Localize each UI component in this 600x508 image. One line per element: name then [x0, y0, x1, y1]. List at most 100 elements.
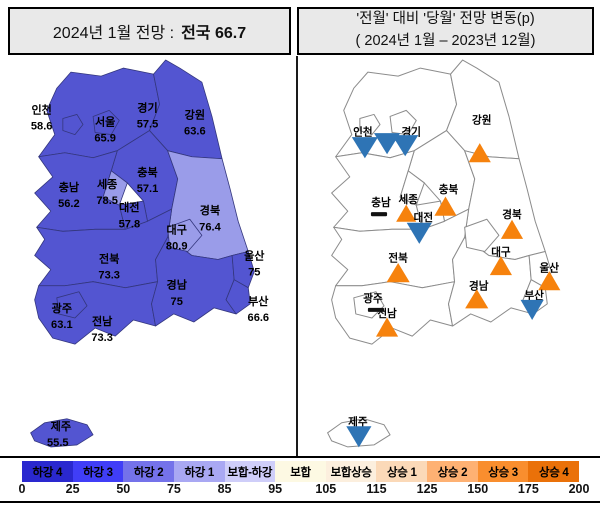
province-jeju	[30, 418, 94, 448]
legend-cell-2: 하강 2	[123, 461, 174, 482]
region-value-gwangju: 63.1	[51, 319, 73, 331]
gangwon-triangle-up-icon	[468, 143, 491, 163]
left-map-title: 2024년 1월 전망 : 전국 66.7	[8, 7, 291, 55]
daegu-triangle-up-icon	[489, 255, 512, 276]
region-name-gwangju: 광주	[52, 302, 72, 315]
legend-tick-11: 200	[568, 482, 590, 496]
legend-cell-6: 보합상승	[325, 461, 377, 482]
gyeonggi-triangle-down-icon	[392, 135, 419, 157]
province-gyeongnam	[151, 236, 237, 327]
legend-cell-3: 하강 1	[173, 461, 225, 482]
region-label-gyeongbuk: 경북	[502, 208, 522, 221]
legend-tick-10: 175	[517, 482, 539, 496]
region-value-chungnam: 56.2	[58, 198, 80, 210]
region-label-sejong: 세종	[398, 193, 418, 206]
legend-cell-4: 보합-하강	[224, 461, 276, 482]
legend-cell-9: 상승 3	[477, 461, 529, 482]
forecast-map-svg: 경기 57.5 강원 63.6 충북 57.1 충남 56.2 경북 76.4 전북 73.3 전남 73…	[30, 59, 270, 449]
legend-tick-row: 0 25 50 75 85 95 105 115 125 150 175 200	[0, 482, 600, 500]
daejeon-triangle-down-icon	[406, 222, 432, 244]
region-value-daejeon: 57.8	[119, 218, 141, 230]
province-incheon	[62, 114, 84, 135]
region-value-chungbuk: 57.1	[137, 183, 159, 195]
region-value-gyeongnam: 75	[171, 296, 183, 308]
region-value-gangwon: 63.6	[184, 126, 206, 138]
legend-cell-5: 보합	[275, 461, 326, 482]
region-value-busan: 66.6	[248, 312, 270, 324]
region-label-jeju: 제주	[348, 416, 368, 429]
legend-tick-0: 0	[18, 482, 26, 496]
province-outline-daegu	[464, 218, 500, 252]
region-label-jeonbuk: 전북	[388, 252, 408, 265]
legend-tick-7: 115	[366, 482, 387, 496]
legend-tick-1: 25	[65, 482, 80, 496]
province-outline-incheon	[359, 113, 381, 136]
region-name-gyeongnam: 경남	[167, 278, 188, 292]
region-name-chungnam: 충남	[59, 180, 80, 194]
legend-cell-8: 상승 2	[427, 461, 478, 482]
province-seoul	[92, 109, 120, 135]
left-title-prefix: 2024년 1월 전망 :	[52, 25, 175, 42]
forecast-choropleth-map-panel: 경기 57.5 강원 63.6 충북 57.1 충남 56.2 경북 76.4 전북 73.3 전남 73…	[4, 58, 294, 456]
gyeongnam-triangle-up-icon	[465, 289, 489, 309]
legend-cell-7: 상승 1	[376, 461, 428, 482]
region-name-jeonnam: 전남	[92, 314, 113, 328]
region-name-jeju: 제주	[51, 419, 71, 433]
region-label-daegu: 대구	[491, 245, 511, 258]
region-name-daejeon: 대전	[119, 200, 139, 214]
right-title-line1: '전월' 대비 '당월' 전망 변동(p)	[356, 11, 535, 28]
province-busan	[225, 279, 251, 315]
region-label-gwangju: 광주	[363, 293, 383, 305]
region-name-incheon: 인천	[31, 102, 51, 116]
region-name-ulsan: 울산	[244, 248, 265, 262]
legend-cell-10: 상승 4	[528, 461, 580, 482]
province-daejeon	[118, 200, 148, 230]
region-name-gyeongbuk: 경북	[200, 203, 220, 217]
region-name-busan: 부산	[248, 294, 269, 308]
incheon-triangle-down-icon	[351, 137, 378, 159]
jeonnam-triangle-up-icon	[375, 317, 399, 337]
right-map-title: '전월' 대비 '당월' 전망 변동(p) ( 2024년 1월 – 2023년…	[297, 7, 594, 55]
province-gwangju	[56, 291, 88, 319]
province-ulsan	[231, 251, 255, 289]
legend-cell-0: 하강 4	[22, 461, 73, 482]
region-label-incheon: 인천	[353, 126, 372, 139]
sejong-triangle-up-icon	[396, 204, 417, 222]
legend-tick-5: 95	[268, 482, 283, 496]
region-label-gyeongnam: 경남	[469, 280, 489, 293]
legend-cell-1: 하강 3	[72, 461, 124, 482]
left-title-national-value: 전국 66.7	[181, 25, 247, 42]
region-label-gangwon: 강원	[472, 113, 491, 126]
panel-divider	[296, 56, 298, 456]
region-name-gangwon: 강원	[185, 107, 205, 121]
region-value-sejong: 78.5	[96, 195, 118, 207]
region-label-chungbuk: 충북	[439, 183, 459, 196]
jeonbuk-triangle-up-icon	[386, 263, 410, 283]
legend-tick-8: 125	[416, 482, 438, 496]
region-name-sejong: 세종	[97, 177, 117, 191]
region-value-daegu: 80.9	[166, 240, 188, 252]
legend-bottom-rule	[0, 501, 600, 503]
region-name-jeonbuk: 전북	[99, 252, 119, 266]
region-value-jeju: 55.5	[47, 437, 69, 449]
right-title-line2: ( 2024년 1월 – 2023년 12월)	[355, 33, 536, 49]
legend-tick-9: 150	[467, 482, 489, 496]
region-label-busan: 부산	[524, 289, 544, 302]
province-outline-daejeon	[415, 200, 445, 230]
chungnam-dash-flat-icon	[370, 212, 388, 217]
mom-change-map-panel: 경기 강원 충북 충남 경북 전북 전남 경남 울산 부산 세종 대전 대구 광주 인천 제주	[301, 58, 591, 456]
region-value-gyeonggi: 57.5	[137, 119, 159, 131]
busan-triangle-down-icon	[520, 299, 544, 320]
region-value-ulsan: 75	[248, 267, 260, 279]
region-value-gyeongbuk: 76.4	[199, 221, 221, 233]
legend-tick-6: 105	[315, 482, 337, 496]
region-name-chungbuk: 충북	[137, 165, 157, 179]
seoul-triangle-down-icon	[373, 133, 401, 155]
region-value-jeonbuk: 73.3	[98, 270, 120, 282]
region-name-gyeonggi: 경기	[137, 100, 157, 114]
province-daegu	[167, 218, 203, 252]
region-value-jeonnam: 73.3	[91, 332, 113, 344]
